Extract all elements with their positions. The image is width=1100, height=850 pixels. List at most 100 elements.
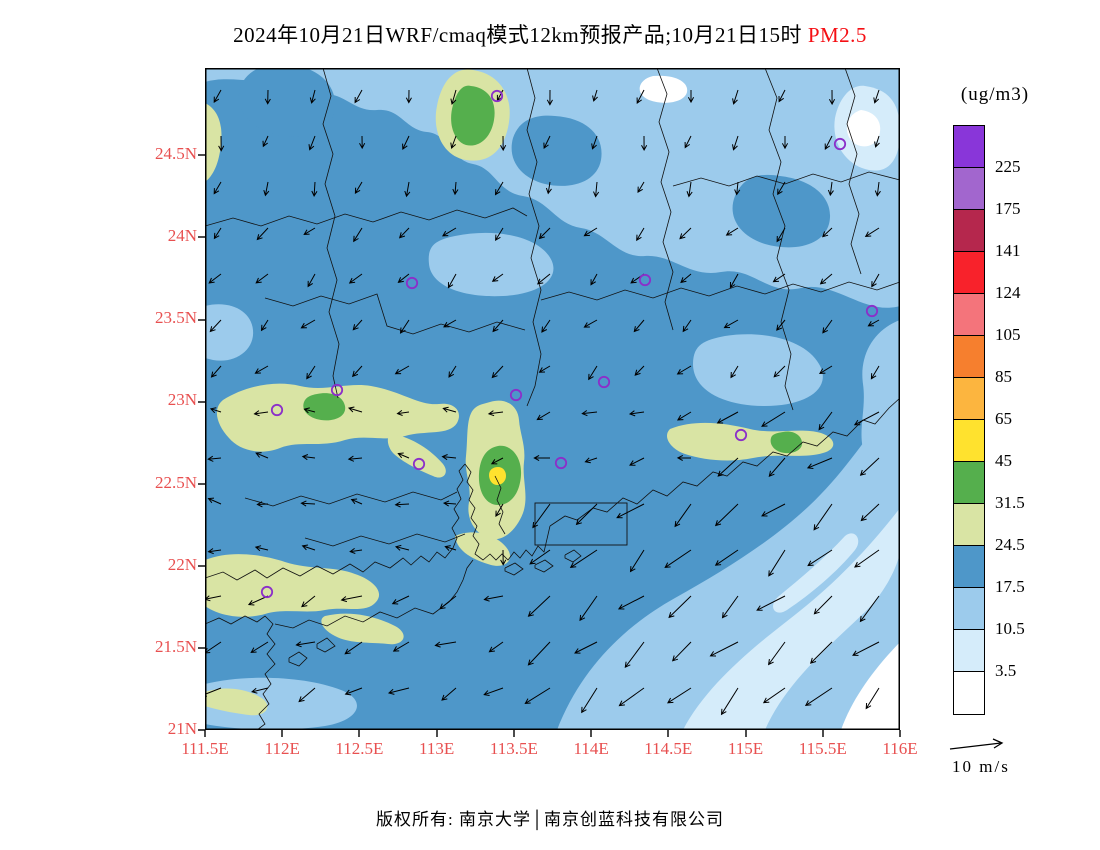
wind-arrow [682, 319, 692, 333]
wind-arrow [347, 406, 363, 413]
wind-arrow [263, 181, 270, 197]
title-pollutant-highlight: PM2.5 [807, 23, 867, 47]
station-marker [490, 89, 504, 103]
province-ns-east [764, 68, 794, 411]
wind-arrow [397, 273, 410, 283]
wind-arrow [813, 595, 833, 615]
wind-arrow [588, 365, 598, 381]
wind-arrow [634, 365, 645, 376]
wind-arrow [536, 411, 551, 421]
wind-arrow [772, 273, 786, 283]
wind-arrow [394, 544, 410, 551]
fill-steel-patch-nw [238, 68, 336, 137]
wind-arrow [865, 687, 880, 710]
wind-arrow [213, 89, 222, 104]
wind-arrow [628, 410, 645, 417]
lat-tick-label: 21N [167, 719, 197, 738]
wind-arrow [734, 181, 741, 196]
wind-arrow [641, 135, 648, 152]
colorbar: 225 175 141 124 105 85 65 45 31.5 24.5 17.5 10.5 3.5 [953, 125, 1025, 715]
lon-tick-label: 113E [419, 739, 455, 758]
wind-arrow [404, 181, 411, 198]
colorbar-level-label: 45 [995, 451, 1012, 470]
wind-arrow [714, 503, 739, 527]
colorbar-level-label: 105 [995, 325, 1021, 344]
wind-arrow [636, 227, 645, 242]
wind-arrow [777, 181, 786, 196]
wind-arrow [250, 641, 269, 653]
delta-island-2 [534, 559, 554, 573]
station-marker [330, 383, 344, 397]
wind-arrow [828, 89, 836, 106]
wind-arrow [442, 227, 457, 237]
wind-arrow [853, 411, 880, 426]
colorbar-level-label: 10.5 [995, 619, 1025, 638]
wind-arrow [450, 135, 457, 149]
fill-white-ne [846, 110, 881, 147]
wind-arrow [809, 641, 833, 664]
wind-arrow [300, 319, 316, 329]
wind-arrow [767, 641, 786, 666]
wind-arrow [398, 227, 410, 239]
fill-steel-patch-n2 [732, 174, 831, 248]
wind-arrow [546, 89, 553, 106]
fill-green-north-spot [451, 85, 495, 146]
colorbar-level-label: 225 [995, 157, 1021, 176]
wind-arrow [676, 365, 692, 375]
wind-arrow [822, 227, 833, 238]
wind-arrow [624, 641, 645, 669]
wind-arrow [344, 641, 363, 655]
wind-arrow [494, 181, 504, 196]
wind-arrow [391, 595, 410, 605]
map-layers [205, 68, 900, 730]
lat-tick-label: 24.5N [154, 144, 197, 163]
wind-arrow [207, 497, 222, 505]
wind-arrow [714, 549, 739, 566]
wind-arrow [303, 407, 316, 414]
colorbar-level-label: 141 [995, 241, 1021, 260]
station-marker [833, 137, 847, 151]
colorbar-segment [954, 378, 984, 420]
wind-arrow [709, 641, 739, 657]
station-marker [734, 428, 748, 442]
wind-arrow [351, 365, 363, 378]
wind-arrow [860, 503, 880, 522]
wind-arrow [677, 411, 692, 421]
wind-arrow [871, 273, 880, 288]
wind-arrow [255, 452, 269, 459]
wind-arrow [260, 319, 269, 332]
colorbar-level-label: 124 [995, 283, 1021, 302]
wind-arrow [686, 181, 693, 198]
colorbar-level-label: 17.5 [995, 577, 1025, 596]
wind-arrow [348, 273, 363, 284]
wind-arrow [434, 641, 457, 648]
wind-arrow [721, 595, 739, 619]
wind-arrow [776, 227, 786, 243]
colorbar-level-label: 85 [995, 367, 1012, 386]
wind-arrow [352, 319, 363, 331]
wind-arrow [725, 227, 739, 236]
wind-arrow [581, 687, 598, 714]
wind-arrow [495, 503, 504, 518]
station-marker [260, 585, 274, 599]
wind-arrow [730, 365, 739, 379]
wind-arrow [591, 135, 598, 150]
wind-arrow [761, 411, 786, 427]
page-title: 2024年10月21日WRF/cmaq模式12km预报产品;10月21日15时 … [0, 19, 1100, 49]
fill-pale-blue-ocean-band [683, 508, 900, 730]
wind-arrow [488, 641, 504, 653]
coastline-delta [464, 463, 551, 561]
colorbar-level-label: 3.5 [995, 661, 1017, 680]
wind-arrow [301, 544, 316, 551]
wind-arrow [442, 500, 457, 507]
wind-arrow [813, 503, 833, 531]
wind-arrow [251, 687, 269, 694]
wind-arrow [874, 135, 880, 148]
wind-arrow [616, 503, 645, 519]
lat-tick-label: 21.5N [154, 636, 197, 656]
wind-arrow [569, 549, 598, 568]
wind-arrow [618, 687, 645, 707]
wind-arrow [527, 595, 551, 617]
fill-olive-south-corner [205, 688, 268, 716]
station-marker [638, 273, 652, 287]
